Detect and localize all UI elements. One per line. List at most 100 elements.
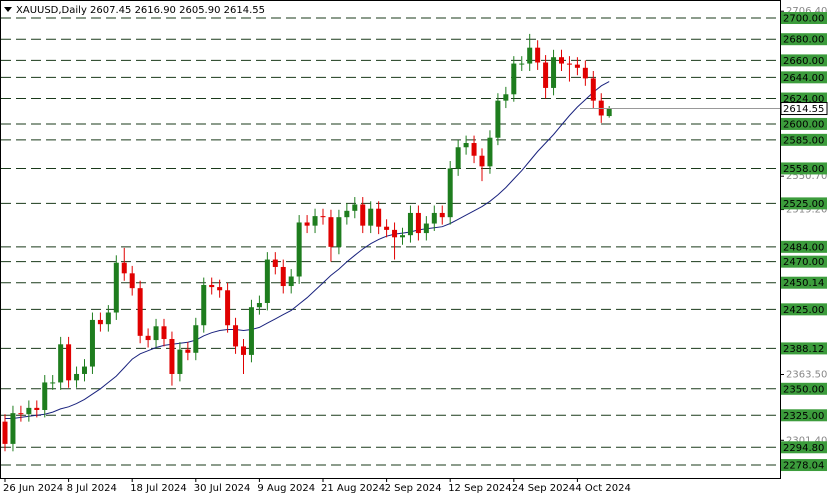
level-label-box: [781, 12, 827, 25]
x-tick-label: 8 Jul 2024: [67, 483, 117, 494]
candle-body: [10, 413, 16, 444]
candle-body: [431, 212, 437, 224]
candle-body: [519, 63, 525, 65]
moving-average: [5, 81, 610, 419]
candle-body: [559, 57, 564, 64]
y-tick-label: 2706.40: [786, 6, 827, 17]
candle-body: [193, 325, 199, 353]
candle-body: [447, 168, 453, 218]
candle-body: [503, 94, 509, 101]
candle-body: [344, 210, 350, 218]
level-label-box: [781, 133, 827, 146]
level-label-box: [781, 162, 827, 175]
level-label: 2278.04: [783, 461, 824, 472]
candle-body: [26, 407, 32, 415]
candle-body: [304, 222, 310, 226]
menu-triangle: [4, 7, 12, 12]
candle-body: [89, 319, 95, 367]
level-label: 2484.00: [783, 242, 824, 253]
candle-body: [50, 382, 56, 384]
candle-body: [264, 259, 270, 303]
candle-body: [527, 47, 533, 64]
candle-body: [439, 212, 445, 218]
level-label-box: [781, 117, 827, 130]
candle-body: [225, 290, 231, 326]
candle-body: [590, 78, 596, 101]
candle-body: [145, 335, 151, 341]
candle-body: [256, 302, 262, 308]
level-label-box: [781, 240, 827, 253]
y-tick-label: 2363.50: [786, 369, 827, 380]
x-tick-label: 26 Jun 2024: [3, 483, 63, 494]
candle-body: [479, 155, 485, 167]
candle-body: [407, 212, 413, 236]
level-label: 2660.00: [783, 56, 824, 67]
candle-body: [97, 319, 103, 325]
level-label-box: [781, 197, 827, 210]
candle-body: [455, 147, 461, 169]
candle-body: [511, 63, 517, 95]
candle-body: [241, 346, 246, 355]
candle-body: [392, 229, 398, 238]
level-label: 2388.12: [783, 344, 824, 355]
x-tick-label: 12 Sep 2024: [448, 483, 511, 494]
level-label: 2600.00: [783, 119, 824, 130]
level-label-box: [781, 276, 827, 289]
level-label: 2585.00: [783, 135, 824, 146]
candle-body: [201, 284, 207, 326]
chart-title: XAUUSD,Daily 2607.45 2616.90 2605.90 261…: [16, 5, 265, 16]
level-label: 2470.00: [783, 257, 824, 268]
candle-body: [34, 407, 40, 410]
level-label: 2624.00: [783, 94, 824, 105]
level-label-box: [781, 409, 827, 422]
level-label: 2644.00: [783, 73, 824, 84]
candle-body: [58, 344, 64, 383]
level-label-box: [781, 33, 827, 46]
x-tick-label: 2 Sep 2024: [385, 483, 442, 494]
current-price-label: 2614.55: [783, 104, 824, 115]
candle-body: [360, 204, 366, 226]
candle-body: [169, 339, 175, 374]
level-label-box: [781, 382, 827, 395]
candle-body: [105, 312, 111, 325]
candle-body: [320, 216, 326, 218]
current-price-box: [780, 102, 828, 116]
x-tick-label: 18 Jul 2024: [130, 483, 187, 494]
candle-body: [606, 108, 612, 117]
candle-body: [113, 262, 119, 313]
candle-body: [296, 222, 302, 277]
candle-body: [18, 413, 24, 415]
candle-body: [376, 208, 382, 227]
candle-body: [535, 47, 541, 63]
candle-body: [280, 266, 286, 287]
candle-body: [153, 326, 159, 341]
candle-body: [352, 204, 358, 211]
level-label: 2350.00: [783, 384, 824, 395]
candle-body: [384, 226, 390, 230]
level-label: 2325.00: [783, 411, 824, 422]
candle-body: [66, 344, 72, 381]
x-tick-label: 24 Sep 2024: [512, 483, 575, 494]
level-label-box: [781, 255, 827, 268]
y-tick-label: 2550.70: [786, 171, 827, 182]
level-label: 2294.80: [783, 443, 824, 454]
x-tick-label: 9 Aug 2024: [257, 483, 315, 494]
level-label-box: [781, 92, 827, 105]
candle-body: [42, 382, 48, 410]
candle-body: [312, 216, 318, 226]
level-label-box: [781, 441, 827, 454]
candle-body: [368, 208, 374, 226]
candle-body: [400, 235, 405, 238]
candle-body: [423, 223, 429, 234]
candle-body: [288, 276, 294, 287]
candle-body: [2, 421, 8, 444]
x-tick-label: 21 Aug 2024: [321, 483, 385, 494]
candle-body: [415, 212, 421, 234]
level-label: 2525.00: [783, 199, 824, 210]
level-label: 2680.00: [783, 35, 824, 46]
level-label-box: [781, 303, 827, 316]
x-tick-label: 4 Oct 2024: [575, 483, 630, 494]
level-label-box: [781, 71, 827, 84]
candle-body: [495, 100, 501, 138]
